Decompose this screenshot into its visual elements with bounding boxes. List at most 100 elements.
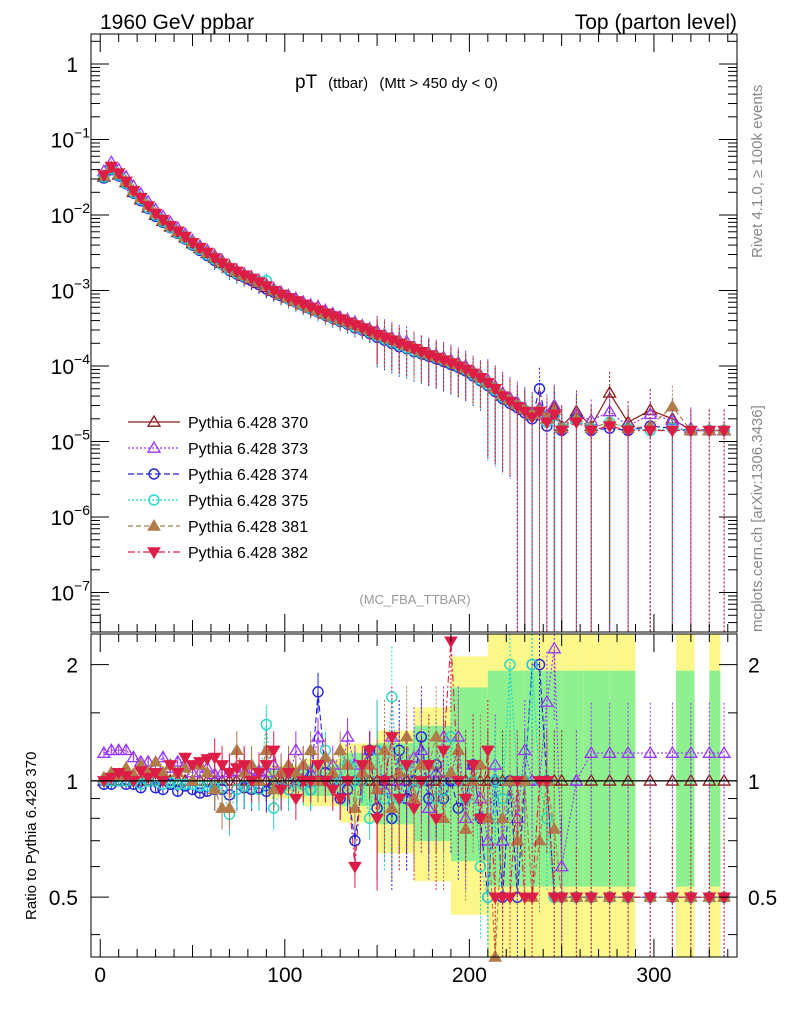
ratio-point-4-15 (207, 782, 222, 795)
ytick-base-5: 10 (51, 432, 74, 455)
point-5-3 (119, 176, 133, 189)
axes: 110−110−210−310−410−510−610−70.5 0.51 12 20… (49, 33, 777, 987)
point-5-60 (540, 417, 554, 430)
ytick-label-5: 10−5 (51, 427, 91, 455)
ratio-point-5-55 (503, 892, 517, 905)
rivet-label: Rivet 4.1.0, ≥ 100k events (749, 85, 766, 258)
ytick-base-4: 10 (51, 356, 74, 379)
ratio-point-5-70 (702, 892, 717, 905)
ratio-panel-series (96, 634, 732, 962)
ratio-point-5-25 (281, 767, 296, 780)
point-5-61 (547, 409, 562, 422)
point-5-67 (643, 425, 658, 438)
ratio-point-5-41 (399, 760, 414, 772)
legend-label-2: Pythia 6.428 374 (188, 467, 308, 484)
ratio-point-5-1 (104, 772, 119, 785)
ratio-point-1-64 (584, 745, 599, 758)
ratio-point-5-14 (200, 754, 215, 766)
legend-marker-3 (148, 494, 160, 506)
ytick-label-4: 10−4 (51, 351, 91, 379)
ratio-point-1-33 (340, 729, 355, 742)
ratio-point-1-70 (702, 745, 717, 758)
ratio-point-2-34 (349, 835, 361, 847)
ratio-point-5-5 (133, 766, 148, 779)
ratio-point-4-61 (547, 822, 562, 834)
ytick-label-6: 10−6 (51, 502, 91, 530)
ratio-point-5-36 (362, 745, 377, 758)
ratio-point-5-60 (540, 776, 554, 788)
ratio-point-1-57 (517, 743, 532, 756)
legend-label-1: Pythia 6.428 373 (188, 441, 308, 458)
ratio-point-5-48 (451, 776, 466, 788)
point-5-58 (525, 412, 539, 425)
ratio-point-5-71 (717, 892, 731, 905)
point-5-70 (702, 425, 717, 438)
ratio-point-5-30 (318, 776, 333, 788)
legend-label-4: Pythia 6.428 381 (188, 519, 308, 536)
ratio-point-1-68 (665, 745, 680, 758)
ratio-point-1-66 (620, 745, 636, 758)
ratio-point-0-71 (716, 773, 732, 786)
ratio-point-5-37 (370, 813, 384, 826)
ratio-point-0-70 (702, 773, 717, 786)
ratio-point-1-53 (488, 757, 503, 770)
legend-marker-1 (146, 440, 162, 453)
ratio-point-5-16 (215, 760, 229, 772)
ratio-point-5-43 (414, 776, 429, 788)
ytick-exp-2: −2 (74, 200, 90, 216)
ratio-series-5 (97, 634, 731, 957)
ytick-exp-5: −5 (74, 427, 90, 443)
ratio-point-1-60 (539, 694, 555, 707)
ratio-point-5-32 (333, 793, 348, 806)
ytick-label-1: 10−1 (51, 125, 91, 153)
ratio-point-1-65 (602, 745, 617, 758)
band-inner-9 (583, 670, 610, 887)
ratio-point-5-28 (303, 776, 318, 788)
ratio-point-5-11 (178, 752, 193, 765)
point-5-5 (133, 192, 148, 205)
ratio-point-5-39 (384, 732, 399, 744)
point-5-57 (517, 406, 532, 419)
point-5-69 (683, 425, 698, 438)
analysis-label: (MC_FBA_TTBAR) (359, 592, 470, 607)
band-inner-5 (450, 687, 488, 862)
ratio-point-5-69 (683, 892, 698, 905)
ratio-point-0-66 (620, 773, 636, 786)
ratio-point-2-29 (312, 686, 324, 698)
ratio-point-4-28 (303, 743, 318, 755)
ratio-point-5-56 (510, 776, 525, 788)
series-line-4 (103, 166, 725, 432)
series-line-5 (103, 165, 725, 432)
ratio-point-5-15 (207, 752, 222, 765)
legend-marker-0 (146, 414, 162, 427)
ratio-point-4-12 (185, 773, 200, 786)
ratio-point-1-43 (414, 743, 429, 756)
ratio-point-5-21 (252, 767, 266, 780)
ratio-point-0-69 (683, 773, 698, 786)
series-line-2 (103, 168, 725, 432)
ratio-point-5-65 (602, 892, 617, 905)
series-line-3 (103, 167, 725, 432)
point-5-0 (97, 170, 111, 182)
legend-label-5: Pythia 6.428 382 (188, 545, 308, 562)
title-main: pT (295, 72, 318, 93)
ratio-point-5-44 (421, 760, 436, 772)
ratio-point-4-45 (429, 729, 444, 742)
point-5-65 (602, 421, 617, 434)
ytick-exp-1: −1 (74, 125, 90, 141)
ratio-point-5-38 (377, 776, 392, 788)
ratio-point-5-49 (458, 793, 473, 806)
ratio-point-5-42 (407, 803, 421, 816)
ratio-point-4-14 (200, 765, 215, 778)
legend-label-0: Pythia 6.428 370 (188, 415, 308, 432)
ratio-point-5-20 (244, 776, 259, 788)
ratio-point-5-6 (141, 772, 156, 785)
ratio-point-5-52 (480, 745, 495, 758)
ratio-point-5-46 (436, 745, 451, 758)
ytick-base-3: 10 (51, 281, 74, 304)
ratio-point-4-54 (495, 811, 510, 824)
ytick-label-2: 10−2 (51, 200, 91, 228)
ratio-point-5-63 (569, 892, 584, 905)
ratio-point-5-22 (259, 760, 274, 772)
ratio-point-5-7 (148, 767, 163, 780)
